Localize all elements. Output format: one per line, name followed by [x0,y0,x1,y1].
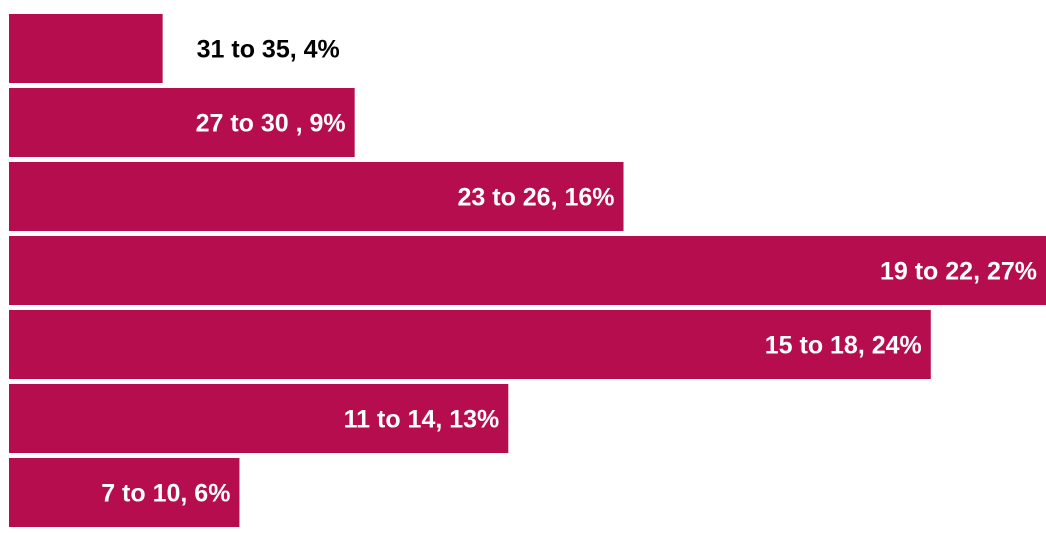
bar-3 [9,236,1046,305]
bar-label-3: 19 to 22, 27% [880,258,1037,286]
bar-label-0: 31 to 35, 4% [197,36,340,64]
bar-0 [9,14,163,83]
bar-label-6: 7 to 10, 6% [101,480,230,508]
bar-1 [9,88,355,157]
bar-label-5: 11 to 14, 13% [344,406,500,434]
bar-4 [9,310,931,379]
bar-2 [9,162,624,231]
bar-5 [9,384,509,453]
bar-label-1: 27 to 30 , 9% [196,110,346,138]
bar-6 [9,458,240,527]
bar-label-4: 15 to 18, 24% [765,332,922,360]
bar-label-2: 23 to 26, 16% [457,184,614,212]
